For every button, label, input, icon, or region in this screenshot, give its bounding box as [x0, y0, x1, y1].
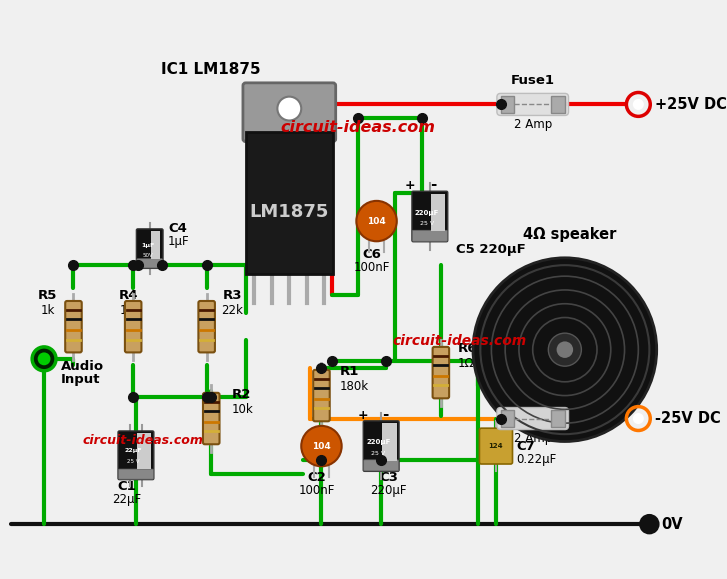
Text: R2: R2 [231, 389, 251, 401]
Text: 104: 104 [367, 217, 386, 226]
Text: C7: C7 [516, 440, 535, 453]
Text: 1μF: 1μF [168, 235, 190, 248]
Text: 1M: 1M [120, 304, 137, 317]
FancyBboxPatch shape [412, 191, 448, 242]
FancyBboxPatch shape [479, 428, 513, 464]
Text: 10k: 10k [231, 403, 253, 416]
FancyBboxPatch shape [497, 408, 569, 430]
Text: 104: 104 [312, 442, 331, 450]
FancyBboxPatch shape [412, 230, 447, 241]
Text: 124: 124 [489, 443, 503, 449]
FancyBboxPatch shape [65, 301, 81, 353]
Bar [551, 96, 565, 113]
Circle shape [632, 99, 644, 110]
Text: C1: C1 [117, 480, 136, 493]
Text: 1μF: 1μF [141, 243, 155, 248]
Text: 220μF: 220μF [370, 484, 407, 497]
Bar [551, 411, 565, 427]
Text: IC1 LM1875: IC1 LM1875 [161, 62, 260, 77]
Text: R6: R6 [457, 342, 477, 356]
Bar [137, 433, 150, 469]
Text: 1k: 1k [41, 304, 55, 317]
Text: 50V: 50V [142, 252, 153, 258]
Circle shape [278, 97, 301, 120]
Circle shape [473, 258, 656, 442]
Text: 25 V: 25 V [420, 221, 434, 226]
Circle shape [632, 413, 644, 424]
FancyBboxPatch shape [313, 370, 330, 422]
FancyBboxPatch shape [497, 93, 569, 115]
Text: 100nF: 100nF [299, 484, 335, 497]
Text: +: + [358, 409, 368, 422]
Text: circuit-ideas.com: circuit-ideas.com [392, 334, 526, 348]
Text: +25V DC: +25V DC [655, 97, 727, 112]
Text: Audio: Audio [60, 360, 104, 373]
Text: 25 V: 25 V [371, 451, 385, 456]
Text: 22k: 22k [222, 304, 244, 317]
Text: 22μF: 22μF [124, 448, 142, 453]
Text: 100nF: 100nF [354, 261, 390, 274]
FancyBboxPatch shape [119, 469, 153, 479]
Text: 22μF: 22μF [112, 493, 141, 506]
FancyBboxPatch shape [137, 229, 163, 269]
Circle shape [301, 426, 342, 466]
Bar [382, 423, 397, 461]
FancyBboxPatch shape [118, 431, 154, 479]
Text: 25 V: 25 V [127, 459, 140, 464]
Circle shape [548, 333, 582, 366]
Text: C2: C2 [308, 471, 326, 484]
Bar [501, 96, 514, 113]
Text: -: - [382, 406, 388, 422]
Bar [431, 193, 446, 231]
Circle shape [640, 515, 659, 533]
Text: R3: R3 [222, 289, 242, 302]
Text: 1Ω: 1Ω [457, 357, 474, 370]
Text: C5 220μF: C5 220μF [456, 243, 526, 256]
Text: Fuse2: Fuse2 [510, 389, 555, 401]
Text: 180k: 180k [340, 380, 369, 393]
FancyBboxPatch shape [364, 460, 398, 471]
Text: C3: C3 [379, 471, 398, 484]
Bar [246, 131, 333, 274]
FancyBboxPatch shape [198, 301, 215, 353]
Text: Input: Input [60, 373, 100, 386]
FancyBboxPatch shape [203, 393, 220, 444]
Text: 2 Amp: 2 Amp [513, 118, 552, 131]
Circle shape [356, 201, 397, 241]
Circle shape [32, 347, 56, 371]
Text: 4Ω speaker: 4Ω speaker [523, 228, 616, 243]
Text: 2 Amp: 2 Amp [513, 433, 552, 445]
FancyBboxPatch shape [433, 347, 449, 398]
Text: R5: R5 [38, 289, 57, 302]
Text: +: + [404, 179, 415, 192]
Text: 0V: 0V [662, 516, 683, 532]
Text: Fuse1: Fuse1 [510, 74, 555, 87]
Text: R1: R1 [340, 365, 359, 378]
Circle shape [557, 342, 573, 358]
Text: 0.22μF: 0.22μF [516, 453, 556, 466]
Text: 220μF: 220μF [366, 439, 390, 445]
Text: C6: C6 [363, 248, 382, 261]
Text: -25V DC: -25V DC [655, 411, 720, 426]
Text: R4: R4 [119, 289, 138, 302]
Text: 220μF: 220μF [415, 210, 439, 216]
FancyBboxPatch shape [364, 421, 399, 471]
Text: C4: C4 [168, 222, 187, 235]
Text: LM1875: LM1875 [249, 203, 329, 221]
FancyBboxPatch shape [125, 301, 142, 353]
Bar [150, 231, 160, 259]
Text: circuit-ideas.com: circuit-ideas.com [83, 434, 204, 447]
Text: circuit-ideas.com: circuit-ideas.com [281, 120, 435, 135]
FancyBboxPatch shape [137, 259, 163, 268]
Text: -: - [430, 177, 437, 192]
FancyBboxPatch shape [243, 83, 336, 142]
Bar [501, 411, 514, 427]
Circle shape [38, 353, 50, 365]
